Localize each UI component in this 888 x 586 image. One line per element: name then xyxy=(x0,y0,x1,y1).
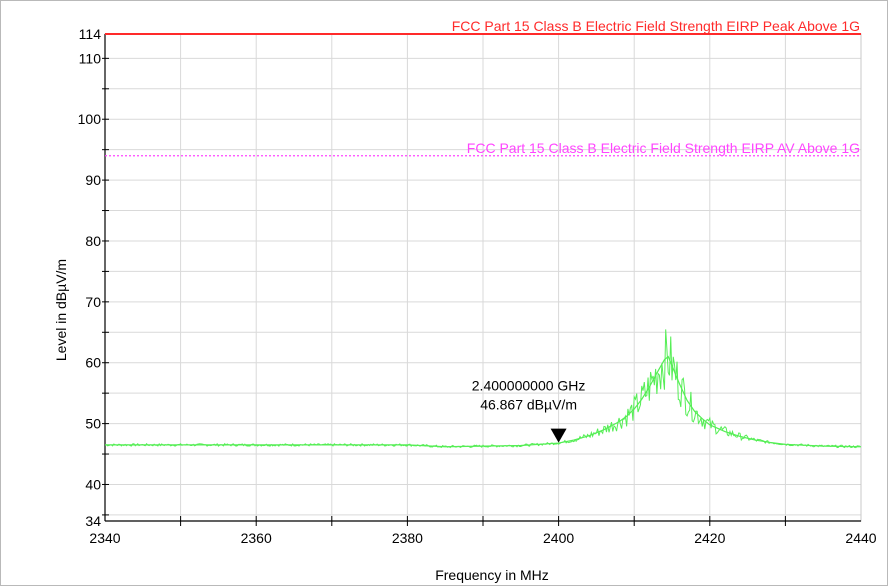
x-axis-title: Frequency in MHz xyxy=(435,567,549,583)
y-tick-label: 90 xyxy=(85,172,101,188)
marker-triangle xyxy=(550,428,567,443)
grid xyxy=(105,34,861,521)
y-tick-label: 50 xyxy=(85,416,101,432)
marker-level-label: 46.867 dBµV/m xyxy=(480,397,577,413)
y-tick-label: 60 xyxy=(85,355,101,371)
y-tick-label: 100 xyxy=(78,111,102,127)
limit-lines: FCC Part 15 Class B Electric Field Stren… xyxy=(105,18,861,157)
x-tick-label: 2340 xyxy=(89,530,120,546)
x-tick-label: 2380 xyxy=(392,530,423,546)
series-group xyxy=(104,329,862,449)
y-tick-label: 114 xyxy=(79,26,102,42)
y-tick-label: 110 xyxy=(79,50,102,66)
tick-marks xyxy=(102,57,786,526)
y-tick-label: 40 xyxy=(85,476,101,492)
x-tick-label: 2400 xyxy=(543,530,574,546)
y-tick-labels: 34 40 50 60 70 80 90 100 110 114 xyxy=(78,26,102,529)
y-axis-title: Level in dBµV/m xyxy=(53,259,69,361)
y-tick-label: 34 xyxy=(85,513,101,529)
limit-label: FCC Part 15 Class B Electric Field Stren… xyxy=(467,140,860,156)
x-tick-label: 2440 xyxy=(845,530,876,546)
x-tick-label: 2420 xyxy=(694,530,725,546)
marker-frequency-label: 2.400000000 GHz xyxy=(472,378,586,394)
limit-label: FCC Part 15 Class B Electric Field Stren… xyxy=(452,18,860,34)
y-tick-label: 70 xyxy=(85,294,101,310)
x-tick-label: 2360 xyxy=(241,530,272,546)
y-tick-label: 80 xyxy=(85,233,101,249)
marker-group: 2.400000000 GHz 46.867 dBµV/m xyxy=(472,378,586,443)
x-tick-labels: 2340 2360 2380 2400 2420 2440 xyxy=(89,530,876,546)
series-noise xyxy=(104,329,860,449)
